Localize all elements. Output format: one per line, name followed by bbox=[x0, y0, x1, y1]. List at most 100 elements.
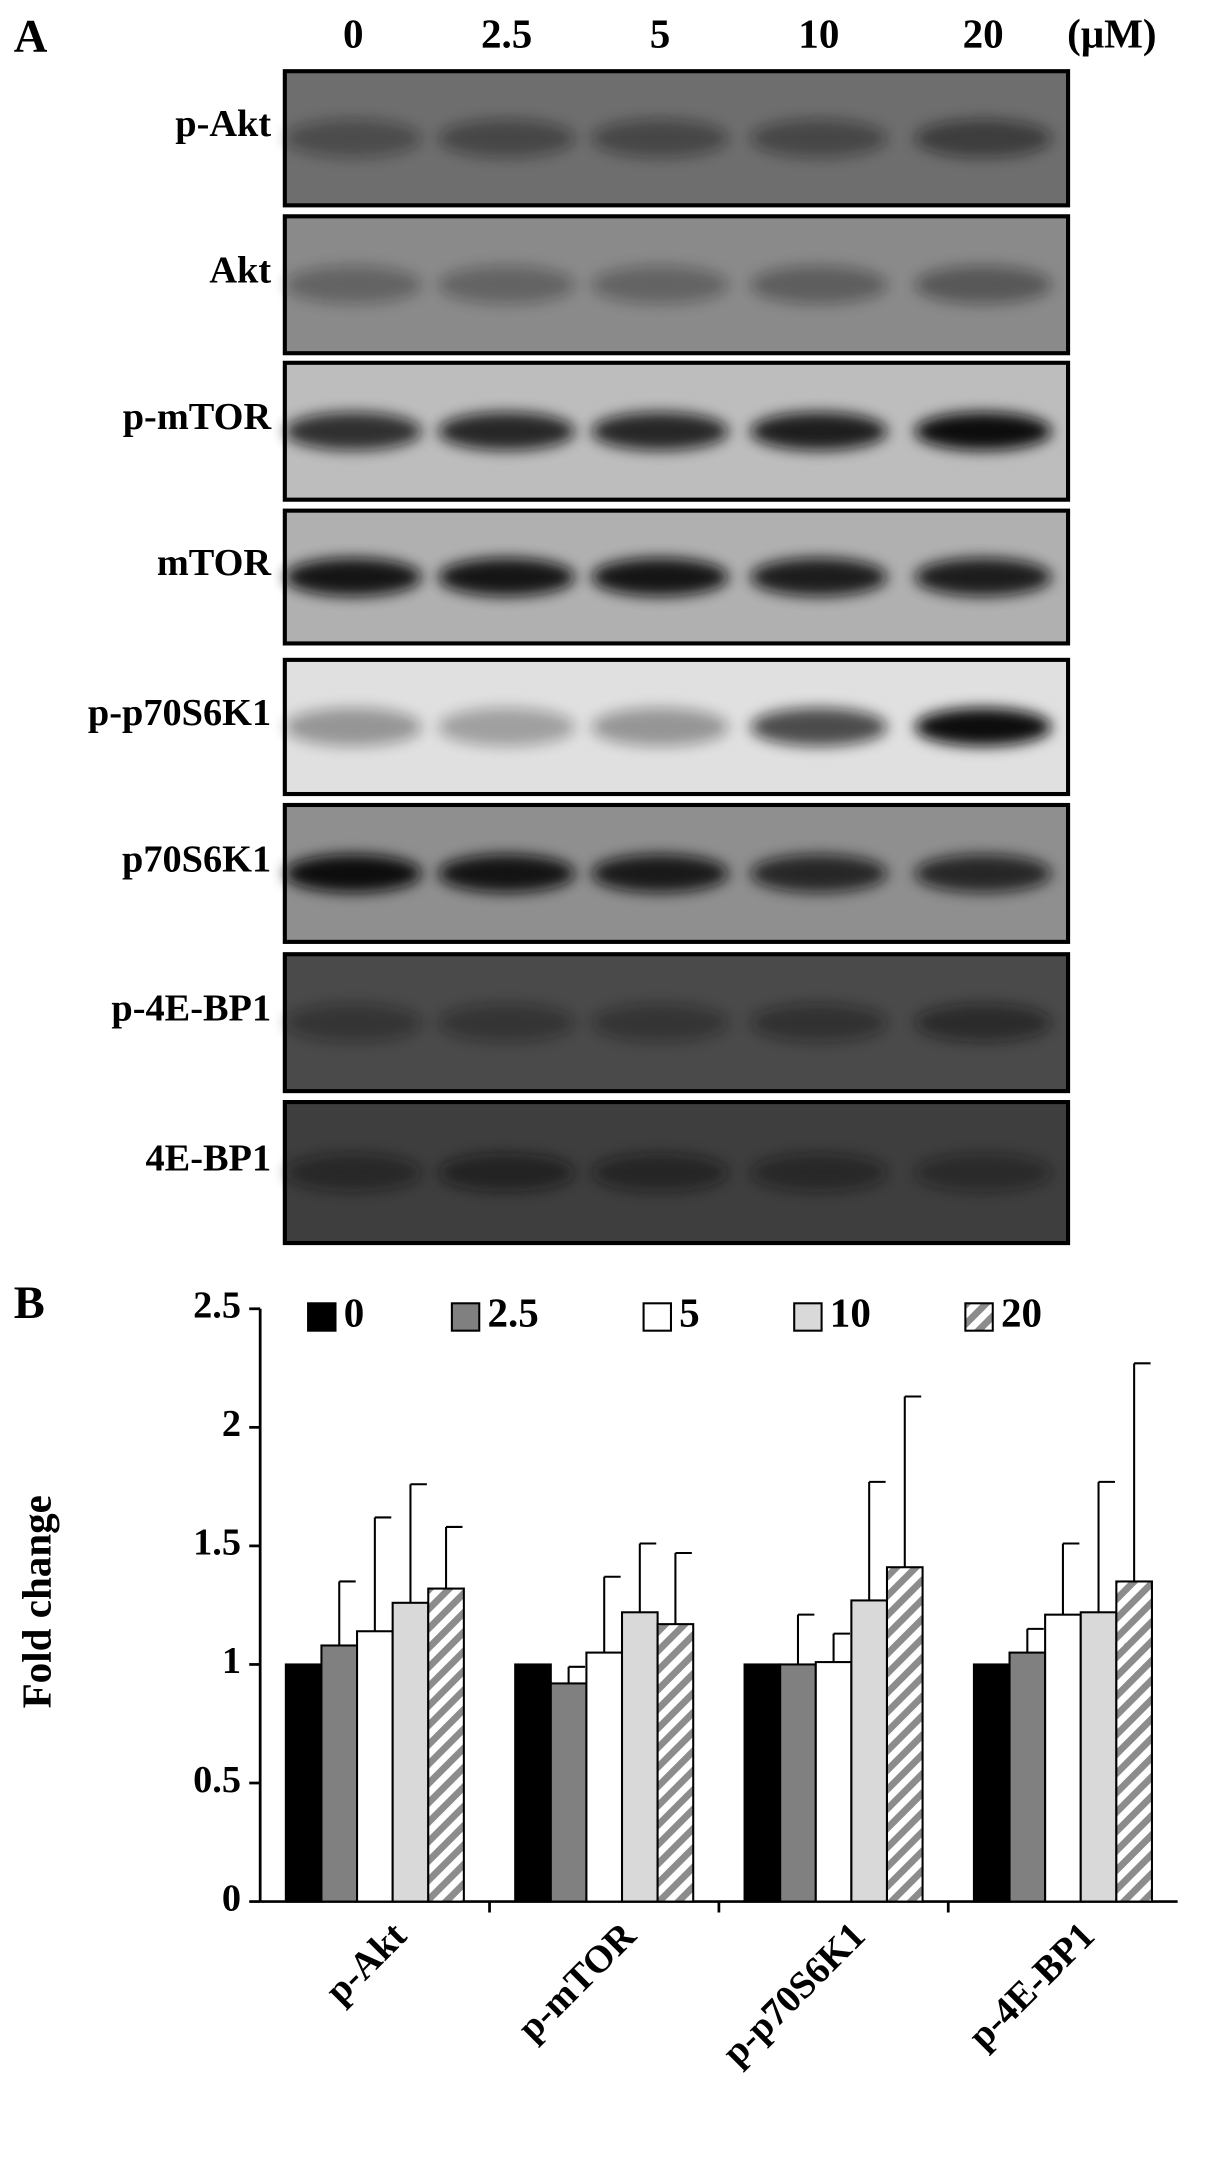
bar bbox=[620, 1611, 659, 1903]
bar bbox=[427, 1587, 465, 1903]
blot-band bbox=[914, 707, 1052, 747]
blot-label: mTOR bbox=[157, 542, 273, 584]
blot-band bbox=[284, 557, 422, 597]
blot-band bbox=[284, 265, 422, 304]
bar bbox=[356, 1630, 394, 1903]
lane-label: 0 bbox=[343, 11, 364, 57]
error-bar bbox=[409, 1483, 427, 1603]
blot-band bbox=[284, 707, 422, 747]
unit-label: (μM) bbox=[1067, 11, 1156, 57]
bar bbox=[850, 1599, 889, 1903]
x-tick-label: p-mTOR bbox=[510, 1914, 646, 2050]
blot-band bbox=[914, 119, 1052, 158]
error-bar bbox=[674, 1551, 692, 1625]
y-tick-label: 1.5 bbox=[193, 1522, 241, 1564]
blot-band bbox=[438, 265, 576, 304]
blot-band bbox=[591, 265, 729, 304]
lane-label: 10 bbox=[798, 11, 839, 57]
blot-band bbox=[284, 412, 422, 451]
bar bbox=[885, 1566, 924, 1903]
bar bbox=[814, 1661, 853, 1903]
bar bbox=[1008, 1651, 1047, 1903]
legend-swatch bbox=[964, 1302, 994, 1332]
error-bar bbox=[903, 1395, 922, 1568]
y-tick-label: 2 bbox=[222, 1403, 241, 1445]
bar bbox=[656, 1623, 695, 1903]
blot-band bbox=[750, 412, 888, 451]
y-tick-label: 1 bbox=[222, 1640, 241, 1682]
bar bbox=[1079, 1611, 1118, 1903]
blot-label: p70S6K1 bbox=[122, 838, 271, 880]
blot-label: p-p70S6K1 bbox=[88, 692, 271, 734]
blot-band bbox=[750, 1003, 888, 1042]
y-tick-label: 0 bbox=[222, 1877, 241, 1919]
blot-band bbox=[750, 707, 888, 747]
error-bar bbox=[338, 1580, 356, 1646]
error-bar bbox=[832, 1632, 851, 1663]
bar bbox=[743, 1663, 782, 1903]
bar bbox=[972, 1663, 1011, 1903]
blot-label: Akt bbox=[209, 250, 271, 292]
error-bar bbox=[603, 1575, 621, 1653]
y-axis-title: Fold change bbox=[13, 1495, 59, 1708]
blot-label: p-Akt bbox=[175, 103, 271, 145]
legend-label: 10 bbox=[830, 1289, 871, 1335]
blot-band bbox=[284, 1153, 422, 1192]
bar bbox=[320, 1644, 359, 1903]
error-bar bbox=[868, 1480, 886, 1601]
blot-band bbox=[438, 119, 576, 158]
lane-label: 20 bbox=[963, 11, 1004, 57]
bar bbox=[549, 1682, 588, 1903]
blot-band bbox=[591, 119, 729, 158]
blot-band bbox=[438, 1153, 576, 1192]
legend-swatch bbox=[793, 1302, 823, 1332]
blot-band bbox=[284, 854, 422, 893]
panel-label: A bbox=[14, 12, 48, 63]
blot-band bbox=[591, 1003, 729, 1042]
blot-band bbox=[750, 854, 888, 893]
bar bbox=[391, 1601, 430, 1903]
blot-band bbox=[914, 557, 1052, 597]
error-bar bbox=[796, 1613, 815, 1665]
blot-band bbox=[591, 412, 729, 451]
error-bar bbox=[638, 1542, 657, 1613]
x-tick-label: p-4E-BP1 bbox=[960, 1915, 1103, 2058]
legend-label: 0 bbox=[344, 1289, 365, 1335]
error-bar bbox=[373, 1516, 392, 1632]
blot-band bbox=[914, 412, 1052, 451]
blot-band bbox=[438, 557, 576, 597]
error-bar bbox=[1061, 1542, 1080, 1615]
blot-band bbox=[750, 119, 888, 158]
bar bbox=[284, 1663, 323, 1903]
error-bar bbox=[1133, 1362, 1151, 1582]
blot-band bbox=[591, 1153, 729, 1192]
bar bbox=[779, 1663, 817, 1903]
blot-band bbox=[750, 265, 888, 304]
blot-band bbox=[914, 1153, 1052, 1192]
blot-band bbox=[284, 119, 422, 158]
blot-band bbox=[750, 557, 888, 597]
bar bbox=[1115, 1580, 1153, 1903]
error-bar bbox=[445, 1525, 463, 1589]
y-tick-label: 2.5 bbox=[193, 1285, 241, 1327]
legend-label: 2.5 bbox=[487, 1289, 538, 1335]
blot-band bbox=[591, 557, 729, 597]
blot-band bbox=[591, 707, 729, 747]
legend-label: 20 bbox=[1001, 1289, 1042, 1335]
blot-band bbox=[438, 412, 576, 451]
bar bbox=[585, 1651, 624, 1903]
blot-band bbox=[914, 1003, 1052, 1042]
lane-label: 2.5 bbox=[481, 11, 532, 57]
y-tick-label: 0.5 bbox=[193, 1759, 241, 1801]
panel-label: B bbox=[14, 1278, 45, 1329]
error-bar bbox=[1026, 1627, 1044, 1653]
blot-band bbox=[750, 1153, 888, 1192]
error-bar bbox=[1097, 1480, 1115, 1613]
blot-band bbox=[914, 854, 1052, 893]
blot-band bbox=[591, 854, 729, 893]
legend-label: 5 bbox=[679, 1289, 700, 1335]
legend-swatch bbox=[450, 1302, 481, 1332]
blot-band bbox=[438, 1003, 576, 1042]
x-tick-label: p-Akt bbox=[317, 1914, 415, 2012]
